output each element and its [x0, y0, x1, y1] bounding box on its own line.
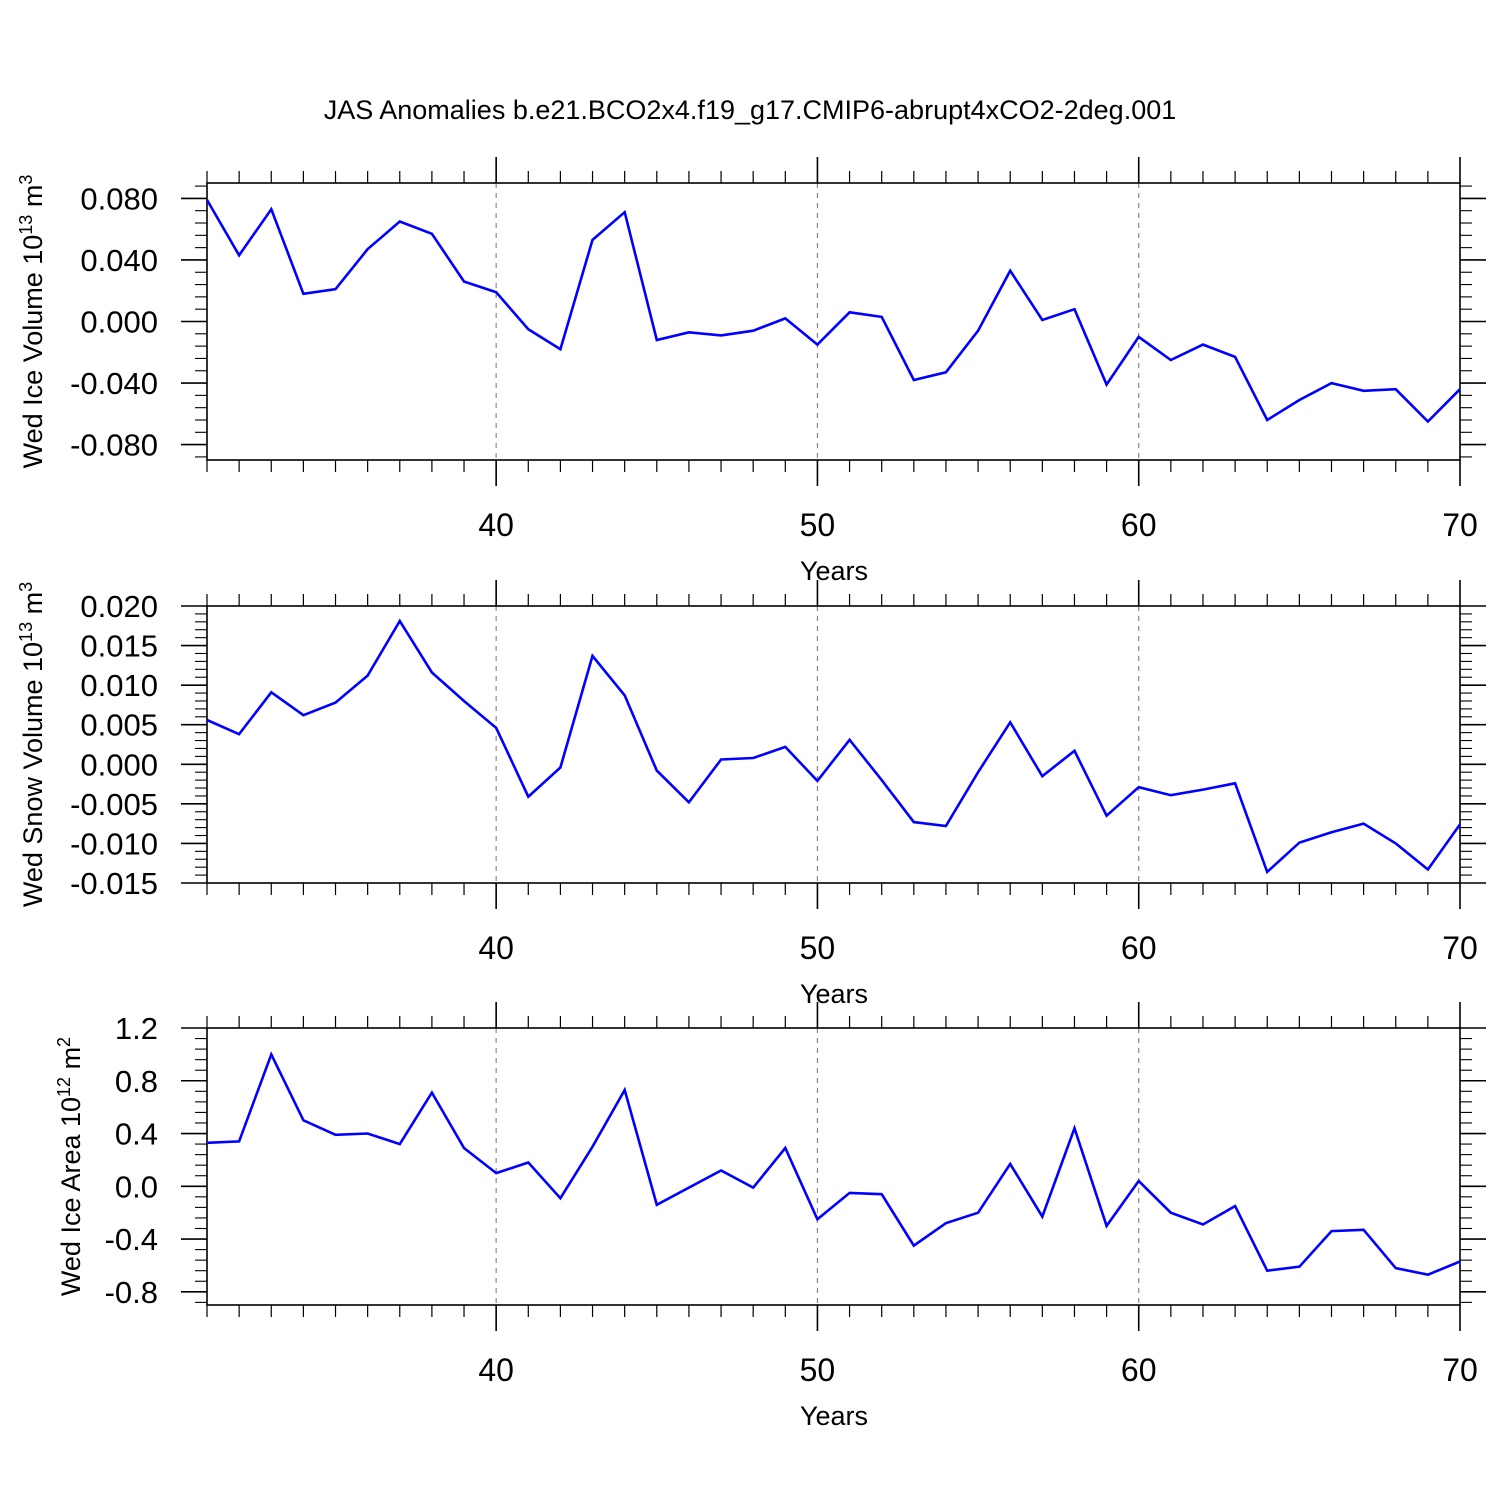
y-tick-label: 0.000 [80, 747, 158, 782]
y-tick-label: -0.4 [105, 1222, 158, 1257]
x-tick-label: 40 [478, 930, 514, 966]
series-line [206, 618, 1462, 875]
x-tick-label: 50 [800, 507, 836, 543]
plot-frame [206, 605, 1461, 884]
x-tick-label: 40 [478, 507, 514, 543]
y-axis-label-unit-exp: 3 [16, 175, 36, 185]
x-axis-label: Years [800, 1401, 868, 1431]
y-tick-label: -0.005 [70, 787, 158, 822]
series-line [205, 199, 1461, 424]
y-axis-label-exp: 12 [54, 1077, 74, 1097]
chart-panel-3: 40 50 60 70 -0.8 -0.4 0.0 0.4 0.8 1.2 Years Wed Ice… [54, 1002, 1486, 1431]
y-tick-label: 0.000 [80, 305, 158, 340]
y-axis-label-exp: 13 [16, 215, 36, 235]
y-axis-label-text: Wed Ice Volume 10 [18, 235, 48, 469]
y-tick-label: 0.040 [80, 243, 158, 278]
x-tick-label: 70 [1442, 1352, 1478, 1388]
y-tick-label: -0.8 [105, 1275, 158, 1310]
plot-frame [206, 1027, 1461, 1306]
y-tick-label: 0.005 [80, 708, 158, 743]
chart-panel-2: 40 50 60 70 -0.015 -0.010 -0.005 0.000 0.005 0.01… [16, 580, 1486, 1009]
x-tick-label: 60 [1121, 1352, 1157, 1388]
x-axis-label: Years [800, 556, 868, 586]
panels: 40 50 60 70-0.080-0.0400.0000.0400.080Years… [16, 157, 1486, 1431]
y-axis-label: Wed Ice Area 1012 m2 [54, 1037, 86, 1296]
y-axis-label-text: Wed Snow Volume 10 [18, 642, 48, 907]
y-tick-label: 0.015 [80, 629, 158, 664]
x-tick-label: 60 [1121, 930, 1157, 966]
y-axis-label-text: Wed Ice Area 10 [56, 1097, 86, 1296]
y-tick-label: 0.8 [115, 1064, 158, 1099]
x-tick-label: 60 [1121, 507, 1157, 543]
y-tick-label: 1.2 [115, 1011, 158, 1046]
y-axis-label-unit-exp: 2 [54, 1037, 74, 1047]
y-axis-label: Wed Ice Volume 1013 m3 [16, 175, 48, 469]
chart-panel-1: 40 50 60 70 -0.080 -0.040 0.000 0.040 0.080 Years… [16, 157, 1486, 586]
y-axis-label-exp: 13 [16, 622, 36, 642]
y-tick-label: -0.080 [70, 428, 158, 463]
chart-title: JAS Anomalies b.e21.BCO2x4.f19_g17.CMIP6… [324, 95, 1177, 125]
y-axis-label-unit: m [18, 185, 48, 215]
y-tick-label: 0.080 [80, 181, 158, 216]
y-axis-label-unit: m [18, 592, 48, 622]
x-tick-label: 50 [800, 1352, 836, 1388]
series-line [206, 1051, 1461, 1277]
y-tick-label: -0.015 [70, 866, 158, 901]
y-tick-label: -0.040 [70, 366, 158, 401]
y-tick-label: -0.010 [70, 826, 158, 861]
y-tick-label: 0.4 [115, 1117, 158, 1152]
x-axis-label: Years [800, 979, 868, 1009]
x-tick-label: 40 [478, 1352, 514, 1388]
y-axis-label-unit: m [56, 1047, 86, 1077]
y-tick-label: 0.0 [115, 1169, 158, 1204]
y-axis-label-unit-exp: 3 [16, 582, 36, 592]
y-tick-label: 0.010 [80, 668, 158, 703]
x-tick-label: 50 [800, 930, 836, 966]
x-tick-label: 70 [1442, 930, 1478, 966]
y-axis-label: Wed Snow Volume 1013 m3 [16, 582, 48, 907]
y-tick-label: 0.020 [80, 589, 158, 624]
x-tick-label: 70 [1442, 507, 1478, 543]
